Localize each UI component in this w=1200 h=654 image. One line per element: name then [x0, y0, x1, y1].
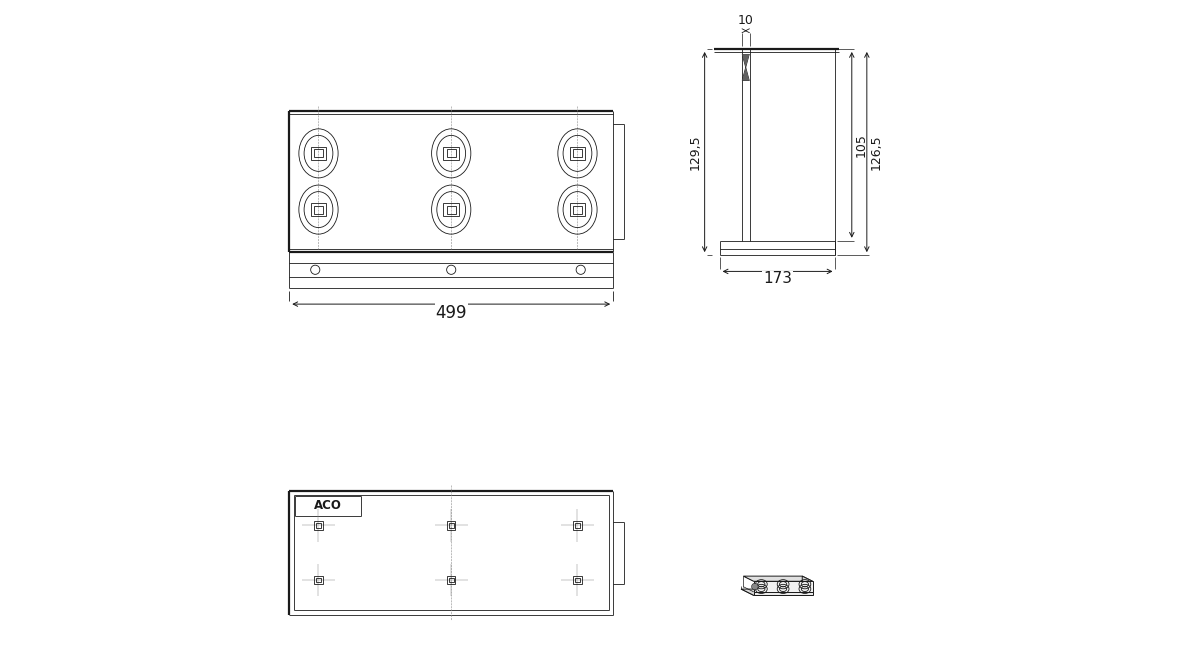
Text: 10: 10	[738, 14, 754, 27]
Bar	[314, 149, 323, 157]
Bar	[574, 521, 582, 530]
Bar	[572, 149, 582, 157]
Polygon shape	[803, 576, 812, 592]
Bar	[311, 146, 326, 160]
Bar	[314, 521, 323, 530]
Bar	[314, 576, 323, 584]
Polygon shape	[754, 592, 812, 595]
Text: 126,5: 126,5	[870, 134, 882, 170]
Bar	[446, 521, 456, 530]
Bar	[443, 146, 460, 160]
Bar	[570, 146, 586, 160]
Polygon shape	[742, 54, 749, 67]
Text: 499: 499	[436, 304, 467, 322]
Bar	[449, 523, 454, 528]
Bar	[449, 577, 454, 582]
Bar	[446, 576, 456, 584]
Bar	[572, 205, 582, 213]
Text: 173: 173	[763, 271, 792, 286]
Polygon shape	[742, 589, 812, 595]
Bar	[443, 203, 460, 216]
Bar	[575, 523, 580, 528]
Polygon shape	[743, 576, 812, 581]
Text: 129,5: 129,5	[689, 134, 701, 170]
Polygon shape	[800, 585, 812, 595]
Bar	[446, 205, 456, 213]
Bar	[311, 203, 326, 216]
Bar	[316, 523, 320, 528]
Bar	[575, 577, 580, 582]
Circle shape	[751, 583, 758, 590]
Polygon shape	[754, 581, 812, 592]
Text: 105: 105	[854, 133, 868, 157]
Bar	[316, 577, 320, 582]
Bar	[570, 203, 586, 216]
Bar	[574, 576, 582, 584]
Text: ACO: ACO	[313, 500, 342, 512]
Bar	[314, 205, 323, 213]
Polygon shape	[742, 67, 749, 80]
Bar	[446, 149, 456, 157]
